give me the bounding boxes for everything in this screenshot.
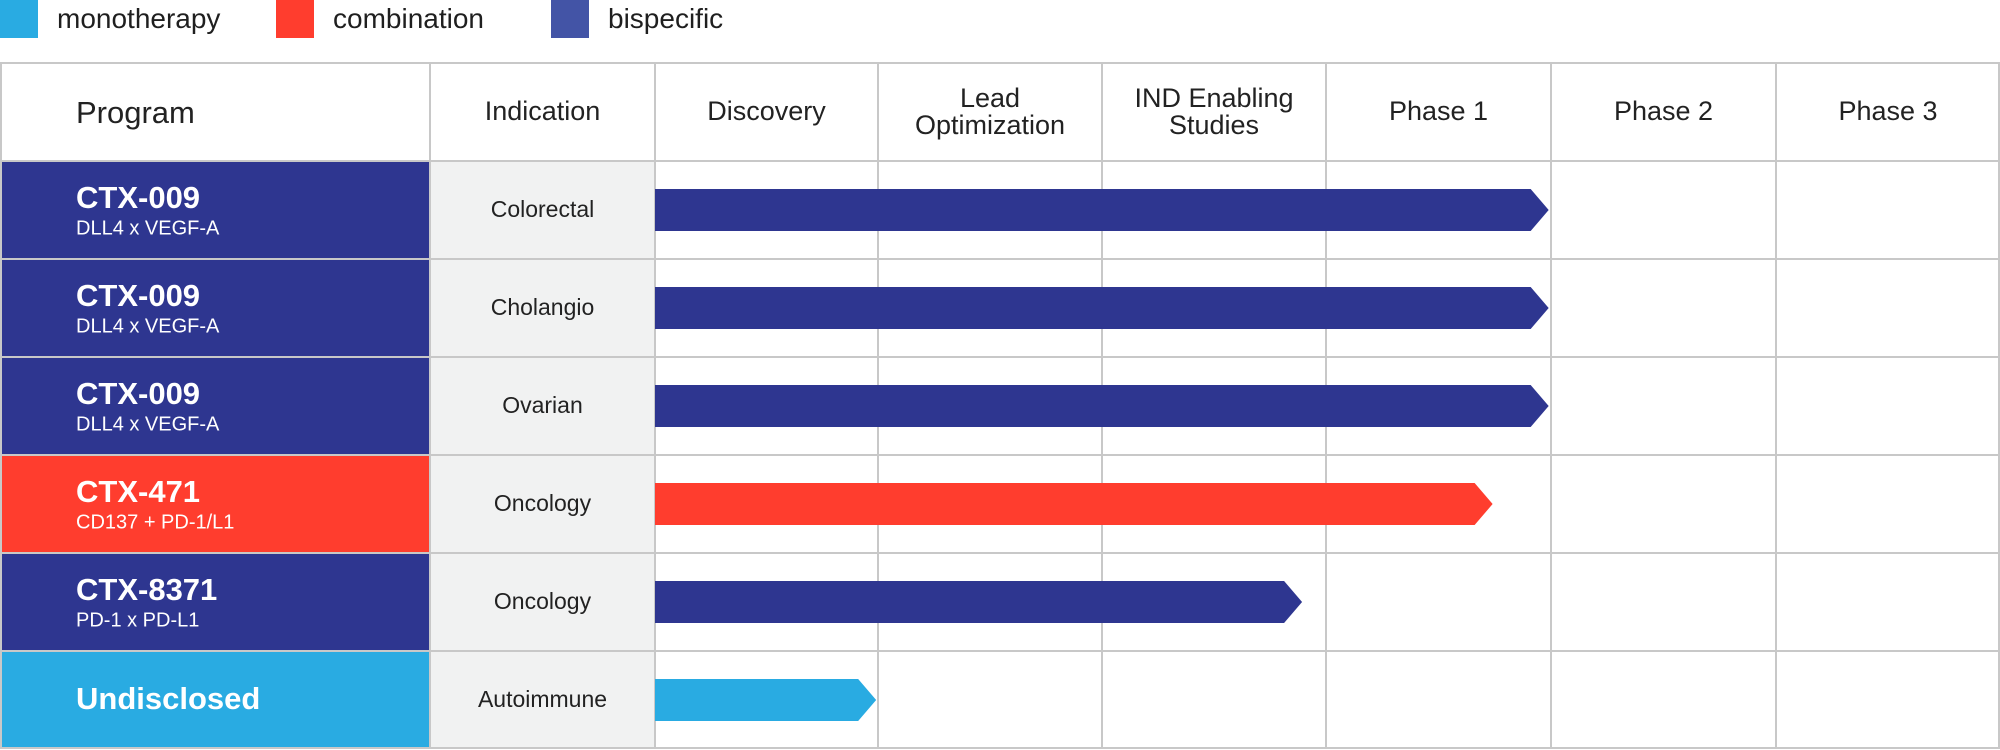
- indication-label: Cholangio: [491, 294, 595, 320]
- program-cell: [0, 455, 430, 553]
- progress-arrow-bar: [655, 287, 1549, 329]
- progress-arrow-bar: [655, 189, 1549, 231]
- indication-cell: [430, 455, 655, 553]
- program-name: CTX-009: [76, 180, 200, 215]
- header-program: Program: [76, 95, 195, 130]
- program-name: Undisclosed: [76, 681, 260, 716]
- indication-label: Autoimmune: [478, 686, 607, 712]
- progress-arrow-bar: [655, 483, 1493, 525]
- program-target: DLL4 x VEGF-A: [76, 217, 220, 239]
- legend-label-monotherapy: monotherapy: [57, 3, 221, 34]
- legend-label-combination: combination: [333, 3, 484, 34]
- program-cell: [0, 651, 430, 749]
- indication-cell: [430, 259, 655, 357]
- pipeline-chart: Program Indication Discovery LeadOptimizati…: [0, 62, 2000, 749]
- progress-arrow-bar: [655, 385, 1549, 427]
- header-stage-line1: IND Enabling: [1134, 83, 1293, 113]
- indication-cell: [430, 553, 655, 651]
- header-stage-line1: Lead: [960, 83, 1020, 113]
- indication-cell: [430, 357, 655, 455]
- indication-label: Oncology: [494, 588, 592, 614]
- header-indication: Indication: [485, 96, 601, 126]
- header-stage-line2: Optimization: [915, 110, 1065, 140]
- indication-label: Oncology: [494, 490, 592, 516]
- program-name: CTX-009: [76, 376, 200, 411]
- header-stage: Phase 3: [1838, 96, 1937, 126]
- program-name: CTX-009: [76, 278, 200, 313]
- indication-label: Colorectal: [491, 196, 595, 222]
- progress-arrow-bar: [655, 581, 1303, 623]
- program-target: CD137 + PD-1/L1: [76, 511, 234, 533]
- progress-arrow-bar: [655, 679, 877, 721]
- program-target: DLL4 x VEGF-A: [76, 315, 220, 337]
- program-name: CTX-8371: [76, 572, 217, 607]
- legend-swatch-monotherapy: [0, 0, 38, 38]
- program-cell: [0, 259, 430, 357]
- header-stage: Discovery: [707, 96, 826, 126]
- program-cell: [0, 553, 430, 651]
- indication-label: Ovarian: [502, 392, 583, 418]
- header-stage: Phase 1: [1389, 96, 1488, 126]
- legend-swatch-bispecific: [551, 0, 589, 38]
- header-stage-line2: Studies: [1169, 110, 1259, 140]
- header-stage: Phase 2: [1614, 96, 1713, 126]
- program-cell: [0, 357, 430, 455]
- program-name: CTX-471: [76, 474, 200, 509]
- program-target: PD-1 x PD-L1: [76, 609, 199, 631]
- program-cell: [0, 161, 430, 259]
- program-target: DLL4 x VEGF-A: [76, 413, 220, 435]
- legend-swatch-combination: [276, 0, 314, 38]
- indication-cell: [430, 161, 655, 259]
- indication-cell: [430, 651, 655, 749]
- legend-label-bispecific: bispecific: [608, 3, 724, 34]
